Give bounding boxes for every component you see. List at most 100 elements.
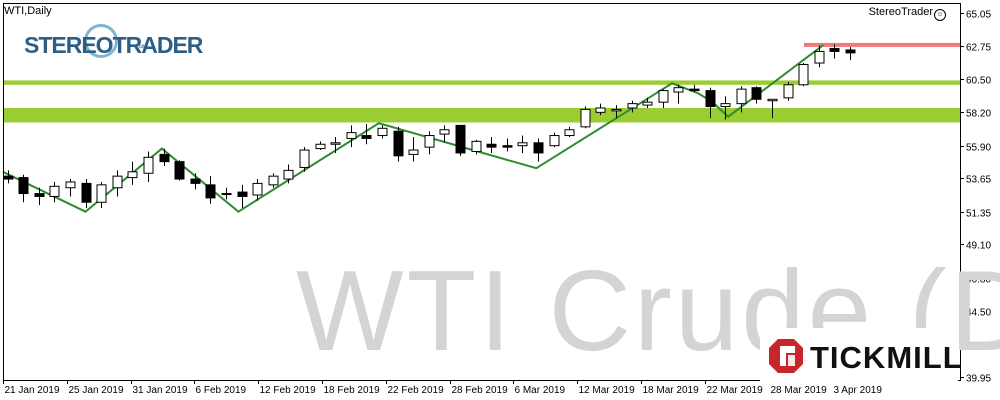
candle-body bbox=[720, 103, 731, 108]
candle bbox=[814, 45, 825, 68]
candle bbox=[611, 105, 622, 119]
plot-frame bbox=[3, 3, 961, 381]
y-tick-label: 55.90 bbox=[966, 143, 991, 154]
candle bbox=[673, 84, 684, 104]
candle bbox=[627, 100, 638, 113]
candle bbox=[798, 63, 809, 87]
candle bbox=[96, 181, 107, 209]
candle-body bbox=[814, 50, 825, 64]
candle-body bbox=[3, 175, 14, 180]
candle-body bbox=[221, 193, 232, 196]
x-tick-label: 12 Feb 2019 bbox=[260, 385, 317, 396]
x-tick-label: 28 Mar 2019 bbox=[771, 385, 828, 396]
zigzag-polyline bbox=[2, 44, 825, 213]
candle-body bbox=[627, 103, 638, 109]
logo-subtext: attn bbox=[139, 44, 148, 50]
candle bbox=[315, 141, 326, 151]
candle-body bbox=[502, 145, 513, 148]
x-tick-label: 21 Jan 2019 bbox=[5, 385, 60, 396]
candle bbox=[205, 176, 216, 204]
candle-body bbox=[205, 184, 216, 199]
candle bbox=[361, 123, 372, 145]
candle-body bbox=[190, 178, 201, 184]
logo-text: STEREOTRADER bbox=[24, 32, 203, 58]
candle bbox=[299, 147, 310, 172]
candle-body bbox=[611, 108, 622, 112]
candle bbox=[252, 179, 263, 201]
candle-body bbox=[455, 124, 466, 154]
resistance-level bbox=[804, 42, 960, 47]
y-tick-label: 46.80 bbox=[966, 275, 991, 286]
candle bbox=[736, 86, 747, 113]
candle bbox=[143, 151, 154, 182]
candle bbox=[642, 97, 653, 108]
candle bbox=[237, 184, 248, 209]
plot-border bbox=[3, 3, 961, 381]
candle bbox=[471, 139, 482, 155]
candle bbox=[174, 160, 185, 181]
candle-body bbox=[829, 48, 840, 52]
candle-body bbox=[533, 142, 544, 154]
resistance-line bbox=[804, 42, 960, 47]
candle-body bbox=[580, 108, 591, 128]
y-tick-label: 44.50 bbox=[966, 308, 991, 319]
candle-body bbox=[377, 127, 388, 137]
x-tick-label: 18 Feb 2019 bbox=[324, 385, 381, 396]
candle-body bbox=[283, 169, 294, 180]
zone-band bbox=[3, 80, 960, 85]
candle bbox=[127, 161, 138, 185]
candle-body bbox=[65, 181, 76, 189]
candle-body bbox=[346, 132, 357, 139]
brand-label: StereoTrader ☺ bbox=[869, 6, 946, 21]
candle bbox=[658, 89, 669, 108]
y-tick-label: 42.25 bbox=[966, 341, 991, 352]
candle-body bbox=[751, 87, 762, 100]
candle bbox=[751, 86, 762, 104]
candle bbox=[502, 138, 513, 152]
x-tick-label: 25 Jan 2019 bbox=[69, 385, 124, 396]
candle-body bbox=[736, 88, 747, 105]
candle-body bbox=[471, 140, 482, 152]
y-tick-label: 49.10 bbox=[966, 241, 991, 252]
x-tick-label: 31 Jan 2019 bbox=[133, 385, 188, 396]
x-tick-label: 6 Mar 2019 bbox=[515, 385, 566, 396]
candle-body bbox=[330, 142, 341, 145]
candle bbox=[720, 96, 731, 120]
candle bbox=[268, 173, 279, 188]
x-tick-label: 22 Mar 2019 bbox=[707, 385, 764, 396]
candle bbox=[221, 187, 232, 200]
candle bbox=[689, 84, 700, 93]
candle bbox=[549, 132, 560, 148]
tickmill-logo: TICKMILL bbox=[760, 328, 962, 384]
zone-band bbox=[3, 107, 960, 123]
candle-body bbox=[439, 129, 450, 135]
candle-body bbox=[237, 191, 248, 197]
candle bbox=[533, 138, 544, 162]
candle bbox=[49, 181, 60, 203]
candle bbox=[81, 179, 92, 209]
candle bbox=[346, 125, 357, 148]
candle-body bbox=[549, 135, 560, 147]
brand-label-text: StereoTrader bbox=[868, 6, 933, 18]
candle bbox=[18, 174, 29, 203]
candle-body bbox=[268, 175, 279, 186]
candle-body bbox=[299, 149, 310, 168]
candle bbox=[486, 136, 497, 153]
candles bbox=[3, 44, 856, 209]
logo-ring-icon bbox=[84, 24, 118, 58]
candle-body bbox=[174, 161, 185, 180]
candle-body bbox=[705, 90, 716, 108]
candle bbox=[517, 135, 528, 153]
candle bbox=[767, 98, 778, 119]
y-axis: 65.05 62.75 60.50 58.20 55.90 53.65 51.35 49.10… bbox=[960, 10, 991, 385]
x-tick-label: 18 Mar 2019 bbox=[643, 385, 700, 396]
y-tick-label: 53.65 bbox=[966, 175, 991, 186]
candle bbox=[408, 136, 419, 162]
candle-body bbox=[595, 107, 606, 113]
zigzag-line bbox=[2, 44, 825, 213]
candle-body bbox=[315, 143, 326, 150]
candle bbox=[112, 170, 123, 197]
candle bbox=[564, 126, 575, 137]
smiley-icon: ☺ bbox=[934, 9, 946, 21]
